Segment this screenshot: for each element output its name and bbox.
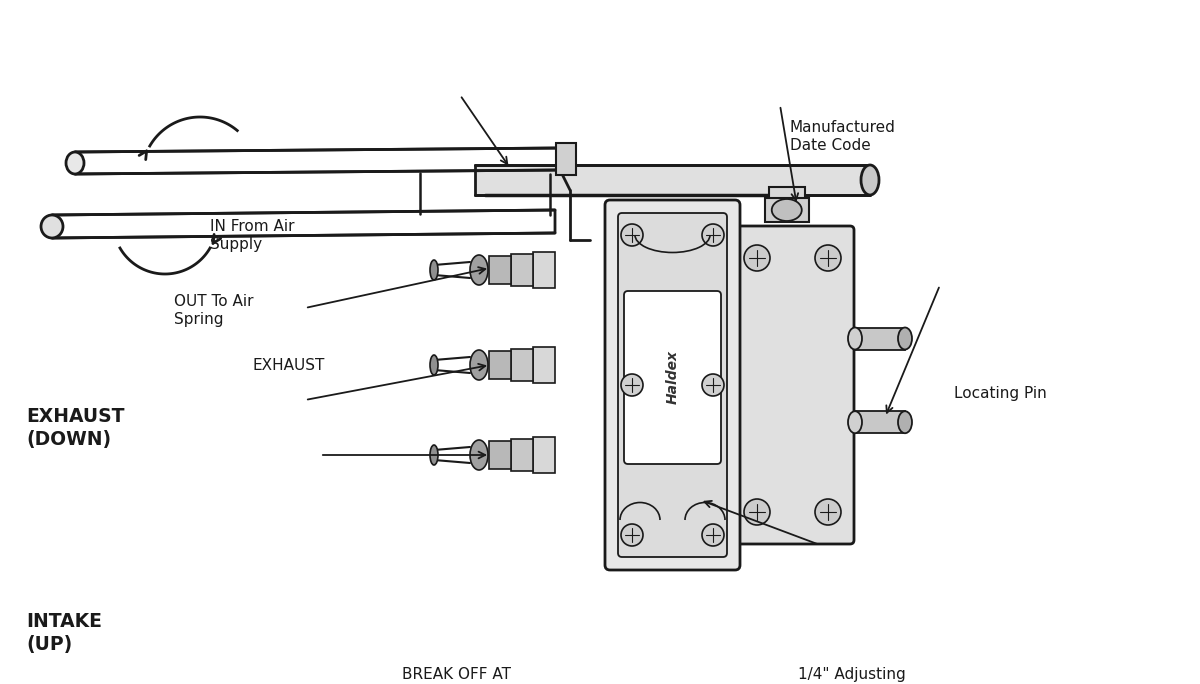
Circle shape xyxy=(702,524,724,546)
Circle shape xyxy=(702,374,724,396)
Polygon shape xyxy=(74,148,560,174)
FancyBboxPatch shape xyxy=(605,200,740,570)
Bar xyxy=(511,439,533,471)
Text: Manufactured
Date Code: Manufactured Date Code xyxy=(790,120,895,153)
Ellipse shape xyxy=(470,350,488,380)
Circle shape xyxy=(622,524,643,546)
Text: INTAKE
(UP): INTAKE (UP) xyxy=(26,612,102,654)
Bar xyxy=(511,254,533,286)
Ellipse shape xyxy=(848,328,862,350)
Ellipse shape xyxy=(430,445,438,465)
Ellipse shape xyxy=(898,328,912,350)
Text: EXHAUST: EXHAUST xyxy=(252,358,324,373)
Ellipse shape xyxy=(430,260,438,280)
Text: 1/4" Adjusting
Lock Nut: 1/4" Adjusting Lock Nut xyxy=(798,667,906,684)
Polygon shape xyxy=(475,165,870,195)
Bar xyxy=(854,328,905,350)
Bar xyxy=(533,347,554,383)
Ellipse shape xyxy=(66,152,84,174)
Circle shape xyxy=(702,224,724,246)
Bar xyxy=(854,411,905,433)
Ellipse shape xyxy=(772,199,802,221)
Bar xyxy=(533,437,554,473)
Circle shape xyxy=(815,245,841,271)
Text: Locating Pin: Locating Pin xyxy=(954,386,1046,402)
Bar xyxy=(490,351,511,379)
Ellipse shape xyxy=(430,355,438,375)
Ellipse shape xyxy=(41,215,64,238)
Bar xyxy=(490,441,511,469)
FancyBboxPatch shape xyxy=(618,213,727,557)
Polygon shape xyxy=(52,210,554,238)
Text: BREAK OFF AT
LINE FOR SHORT
ARM APPLICATION: BREAK OFF AT LINE FOR SHORT ARM APPLICAT… xyxy=(402,667,540,684)
Text: OUT To Air
Spring: OUT To Air Spring xyxy=(174,294,253,327)
Circle shape xyxy=(744,499,770,525)
FancyBboxPatch shape xyxy=(624,291,721,464)
Text: IN From Air
Supply: IN From Air Supply xyxy=(210,219,294,252)
Bar xyxy=(511,349,533,381)
Circle shape xyxy=(622,374,643,396)
Bar xyxy=(490,256,511,284)
Bar xyxy=(764,198,809,222)
Text: Haldex: Haldex xyxy=(666,350,679,404)
Circle shape xyxy=(815,499,841,525)
Bar xyxy=(556,143,576,175)
Circle shape xyxy=(744,245,770,271)
Circle shape xyxy=(622,224,643,246)
Ellipse shape xyxy=(848,411,862,433)
FancyBboxPatch shape xyxy=(731,226,854,544)
Bar xyxy=(533,252,554,288)
Ellipse shape xyxy=(862,165,878,195)
Bar xyxy=(769,187,805,203)
Ellipse shape xyxy=(470,440,488,470)
Text: EXHAUST
(DOWN): EXHAUST (DOWN) xyxy=(26,407,125,449)
Ellipse shape xyxy=(898,411,912,433)
Ellipse shape xyxy=(470,255,488,285)
